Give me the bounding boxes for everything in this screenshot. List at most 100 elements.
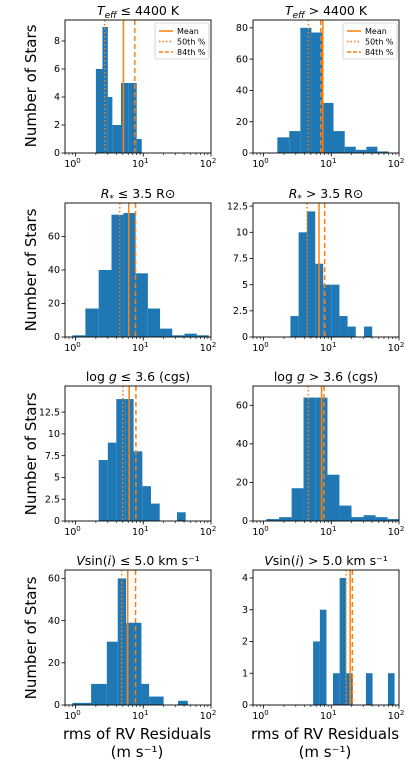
tick-exponent: 2 — [400, 341, 404, 349]
histogram-bar — [102, 27, 108, 153]
histogram-bar — [279, 517, 292, 521]
histogram-bar — [117, 578, 127, 705]
histogram-bar — [339, 316, 348, 337]
tick-exponent: 0 — [264, 525, 268, 533]
tick-base: 10 — [388, 343, 400, 354]
histogram-bar — [339, 577, 347, 705]
x-axis-label-right-line1: rms of RV Residuals — [251, 725, 399, 743]
tick-exponent: 0 — [76, 341, 80, 349]
title-part: R — [289, 186, 298, 201]
x-tick-label: 100 — [64, 709, 81, 722]
histogram-bar — [289, 131, 301, 153]
y-tick-label: 3 — [242, 605, 248, 616]
title-part: ≤ 3.6 (cgs) — [117, 369, 190, 384]
histogram-bar — [322, 102, 334, 153]
tick-base: 10 — [64, 711, 76, 722]
tick-base: 10 — [252, 343, 264, 354]
histogram-bar — [135, 273, 148, 337]
histogram-bar — [347, 326, 356, 337]
histogram-bar — [98, 270, 112, 337]
title-part: ) — [299, 553, 304, 568]
y-tick-label: 40 — [48, 265, 60, 276]
axes-frame — [64, 19, 212, 154]
tick-base: 10 — [132, 711, 144, 722]
y-tick-label: 10 — [236, 228, 248, 239]
y-axis-label-row-3: Number of Stars — [22, 392, 40, 515]
title-part: i — [108, 553, 112, 568]
title-part: log — [274, 369, 297, 384]
tick-base: 10 — [200, 527, 212, 538]
histogram-bar — [327, 474, 340, 521]
x-tick-label: 102 — [200, 341, 217, 354]
title-part: > 4400 K — [305, 3, 368, 18]
histogram-bar — [133, 622, 142, 705]
axes-frame — [252, 385, 400, 522]
tick-exponent: 1 — [332, 341, 336, 349]
title-part: g — [297, 369, 305, 384]
histogram-bar — [387, 519, 399, 521]
histogram-bar — [344, 146, 356, 153]
histogram-bar — [117, 125, 122, 153]
title-subscript: * — [297, 194, 302, 204]
x-tick-label: 100 — [64, 525, 81, 538]
y-tick-label: 20 — [236, 117, 248, 128]
y-tick-label: 7.5 — [45, 451, 60, 462]
tick-base: 10 — [252, 527, 264, 538]
x-tick-label: 100 — [252, 525, 269, 538]
legend-label: 84th % — [365, 48, 394, 57]
histogram-bar — [323, 284, 332, 337]
y-tick-label: 12.5 — [227, 201, 248, 212]
histogram-bar — [147, 308, 161, 337]
y-tick-label: 10 — [48, 429, 60, 440]
histogram-bar — [85, 308, 99, 337]
histogram-bar — [111, 214, 124, 337]
y-tick-label: 12.5 — [39, 407, 60, 418]
y-tick-label: 20 — [236, 478, 248, 489]
tick-base: 10 — [64, 343, 76, 354]
tick-exponent: 0 — [76, 157, 80, 165]
y-tick-label: 0 — [54, 148, 60, 159]
title-subscript: eff — [105, 11, 119, 21]
y-tick-label: 2.5 — [233, 306, 248, 317]
y-tick-label: 2 — [242, 637, 248, 648]
histogram-bar — [377, 151, 389, 153]
title-part: ≤ 5.0 km s⁻¹ — [116, 553, 200, 568]
histogram-bar — [184, 333, 197, 337]
legend-label: 84th % — [177, 48, 206, 57]
histogram-bar — [196, 335, 209, 337]
y-tick-label: 0 — [242, 332, 248, 343]
panel-title: Vsin(i) ≤ 5.0 km s⁻¹ — [76, 553, 200, 568]
x-axis-label-right-line2: (m s⁻¹) — [299, 743, 352, 761]
histogram-bar — [375, 517, 388, 521]
y-tick-label: 80 — [236, 23, 248, 34]
histogram-bar — [116, 399, 126, 521]
axes-frame — [252, 569, 400, 706]
title-part: T — [285, 3, 294, 18]
legend-label: Mean — [365, 27, 387, 36]
histogram-bar — [107, 442, 117, 521]
histogram-bar — [177, 512, 186, 521]
y-tick-label: 60 — [236, 54, 248, 65]
histogram-bar — [307, 211, 316, 337]
y-tick-label: 8 — [54, 36, 60, 47]
panel-title: R* ≤ 3.5 R⊙ — [101, 186, 176, 204]
x-tick-label: 100 — [64, 157, 81, 170]
legend-box — [342, 22, 398, 60]
histogram-bar — [121, 83, 129, 153]
histogram-bar — [178, 700, 188, 705]
title-subscript: * — [109, 194, 114, 204]
title-part: T — [97, 3, 106, 18]
y-tick-label: 0 — [242, 516, 248, 527]
histogram-bar — [387, 673, 395, 705]
x-axis-label-left-line1: rms of RV Residuals — [63, 725, 211, 743]
y-axis-label-row-4: Number of Stars — [22, 576, 40, 699]
x-tick-label: 100 — [252, 157, 269, 170]
x-tick-label: 102 — [388, 525, 405, 538]
y-tick-label: 60 — [48, 574, 60, 585]
tick-base: 10 — [388, 711, 400, 722]
tick-base: 10 — [388, 159, 400, 170]
